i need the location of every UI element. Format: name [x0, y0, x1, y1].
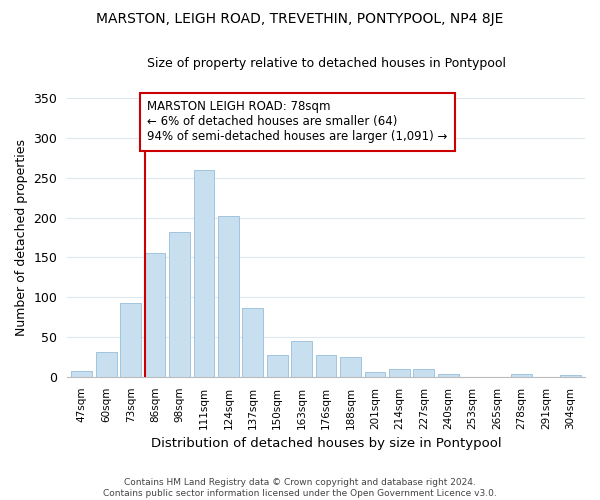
Bar [120, 302, 141, 377]
Bar [365, 372, 385, 377]
Bar [169, 232, 190, 377]
Text: MARSTON LEIGH ROAD: 78sqm
← 6% of detached houses are smaller (64)
94% of semi-d: MARSTON LEIGH ROAD: 78sqm ← 6% of detach… [147, 100, 448, 144]
Bar [560, 375, 581, 377]
Bar [291, 341, 312, 377]
Bar [218, 216, 239, 377]
Text: MARSTON, LEIGH ROAD, TREVETHIN, PONTYPOOL, NP4 8JE: MARSTON, LEIGH ROAD, TREVETHIN, PONTYPOO… [97, 12, 503, 26]
Bar [267, 354, 287, 377]
Title: Size of property relative to detached houses in Pontypool: Size of property relative to detached ho… [146, 58, 506, 70]
Bar [71, 371, 92, 377]
Bar [96, 352, 116, 377]
X-axis label: Distribution of detached houses by size in Pontypool: Distribution of detached houses by size … [151, 437, 502, 450]
Text: Contains HM Land Registry data © Crown copyright and database right 2024.
Contai: Contains HM Land Registry data © Crown c… [103, 478, 497, 498]
Bar [194, 170, 214, 377]
Bar [438, 374, 458, 377]
Bar [242, 308, 263, 377]
Bar [340, 357, 361, 377]
Bar [511, 374, 532, 377]
Bar [389, 369, 410, 377]
Bar [413, 369, 434, 377]
Bar [316, 354, 337, 377]
Bar [145, 254, 166, 377]
Y-axis label: Number of detached properties: Number of detached properties [15, 139, 28, 336]
